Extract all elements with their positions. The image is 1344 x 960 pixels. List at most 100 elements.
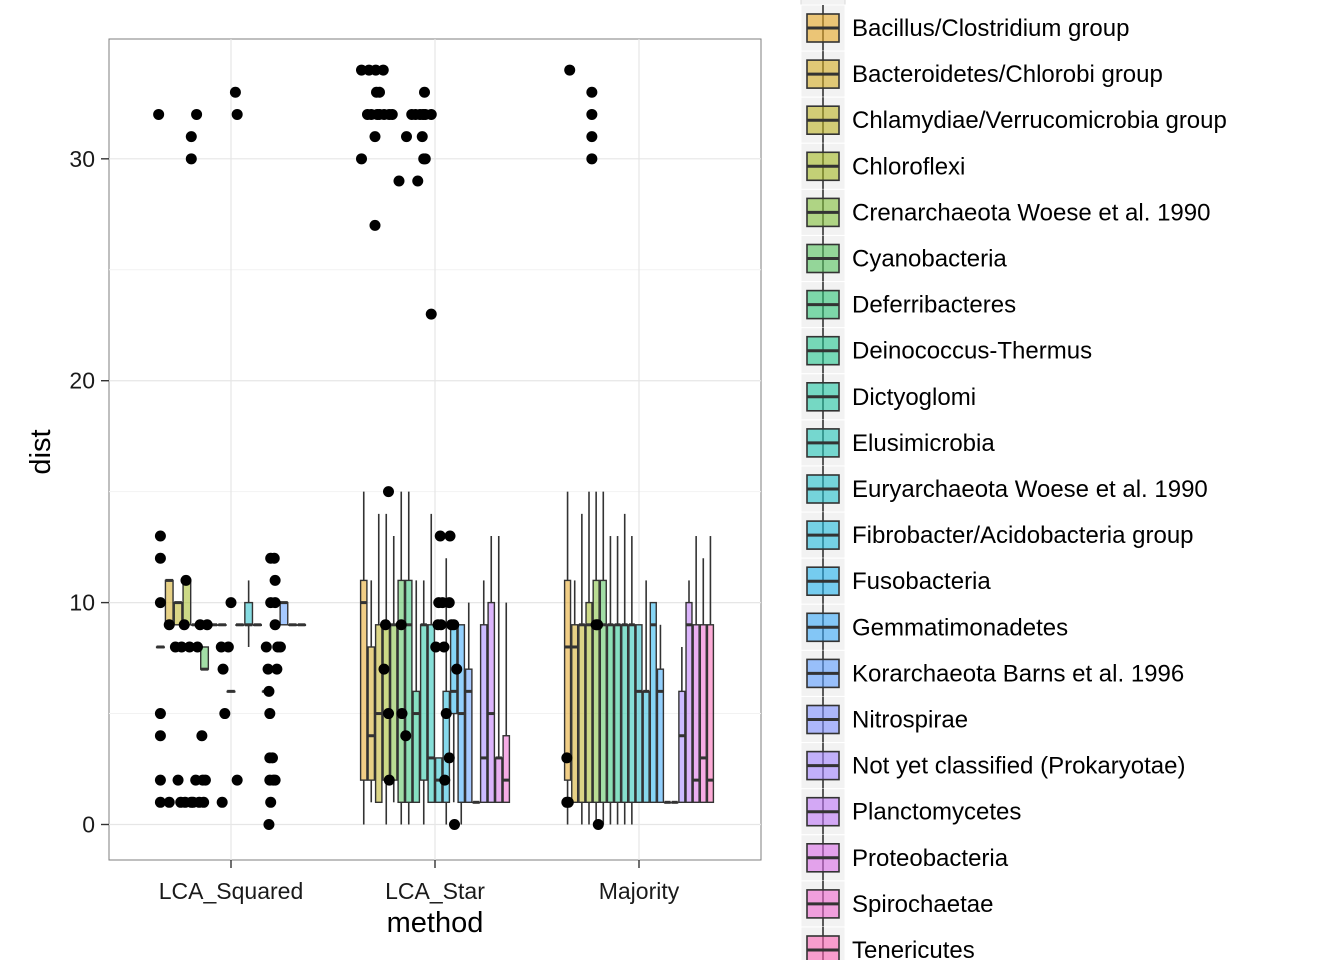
box <box>678 690 686 804</box>
data-point <box>154 708 166 720</box>
data-point <box>266 752 278 764</box>
data-point <box>154 552 166 564</box>
x-axis-title: method <box>387 907 484 939</box>
legend-label: Korarchaeota Barns et al. 1996 <box>852 660 1184 687</box>
data-point <box>356 153 367 165</box>
legend-label: Fusobacteria <box>852 568 991 595</box>
data-point <box>562 796 574 808</box>
data-point <box>438 641 450 653</box>
data-point <box>180 574 192 586</box>
data-point <box>425 308 437 320</box>
box <box>613 624 622 804</box>
data-point <box>191 108 203 120</box>
data-point <box>419 153 431 165</box>
legend-label: Crenarchaeota Woese et al. 1990 <box>852 199 1210 226</box>
data-point <box>386 108 398 120</box>
data-point <box>592 818 604 830</box>
data-point <box>154 774 166 786</box>
box <box>359 579 368 781</box>
data-point <box>383 774 395 786</box>
data-point <box>163 619 175 631</box>
legend-key <box>800 649 846 697</box>
data-point <box>219 708 231 720</box>
box <box>571 624 579 804</box>
legend-label: Gemmatimonadetes <box>852 614 1068 641</box>
data-point <box>586 108 598 120</box>
data-point <box>425 108 437 120</box>
legend-key <box>800 742 846 790</box>
box <box>649 601 657 804</box>
data-point <box>393 175 405 187</box>
legend-key <box>800 142 846 190</box>
data-point <box>154 530 166 542</box>
legend-key <box>800 281 846 329</box>
data-point <box>199 774 211 786</box>
data-point <box>451 663 463 675</box>
box <box>656 668 665 804</box>
legend-label: Proteobacteria <box>852 845 1009 872</box>
data-point <box>262 663 274 675</box>
legend-label: Nitrospirae <box>852 707 968 734</box>
data-point <box>263 685 275 697</box>
data-point <box>153 108 165 120</box>
legend-key <box>800 834 846 882</box>
box <box>382 624 391 781</box>
data-point <box>274 641 286 653</box>
y-tick-label: 0 <box>82 811 95 837</box>
data-point <box>260 641 272 653</box>
data-point <box>225 597 237 609</box>
data-point <box>191 641 203 653</box>
data-point <box>383 708 394 720</box>
legend-label: Bacillus/Clostridium group <box>852 15 1129 42</box>
data-point <box>271 663 283 675</box>
data-point <box>198 796 210 808</box>
data-point <box>176 641 188 653</box>
legend-key <box>800 603 846 651</box>
box <box>585 601 593 804</box>
legend-label: Chloroflexi <box>852 153 965 180</box>
data-point <box>217 663 229 675</box>
data-point <box>229 86 241 98</box>
data-point <box>265 796 277 808</box>
y-tick-label: 30 <box>69 146 95 172</box>
data-point <box>444 530 456 542</box>
box <box>279 601 289 626</box>
box <box>692 624 700 804</box>
data-point <box>449 818 460 830</box>
data-point <box>178 619 190 631</box>
box <box>412 690 421 804</box>
data-point <box>269 597 281 609</box>
data-point <box>163 796 175 808</box>
legend: Bacillus/Clostridium group Bacteroidetes/… <box>800 0 1227 960</box>
legend-label: Deferribacteres <box>852 292 1016 319</box>
y-tick-label: 20 <box>69 368 95 394</box>
box <box>685 601 693 804</box>
legend-key <box>800 4 846 52</box>
y-tick-label: 10 <box>69 590 95 616</box>
box <box>182 579 192 626</box>
data-point <box>412 175 424 187</box>
data-point <box>383 486 394 498</box>
data-point <box>416 131 428 143</box>
box <box>487 601 496 804</box>
box <box>244 601 254 626</box>
legend-key <box>800 96 846 144</box>
box <box>599 579 607 804</box>
legend-label: Fibrobacter/Acidobacteria group <box>852 522 1194 549</box>
data-point <box>380 619 391 631</box>
data-point <box>269 574 281 586</box>
legend-label: Euryarchaeota Woese et al. 1990 <box>852 476 1208 503</box>
legend-key <box>800 235 846 282</box>
box-group-Majority <box>563 491 715 825</box>
legend-label: Elusimicrobia <box>852 430 995 457</box>
legend-key <box>800 880 846 928</box>
box <box>367 646 376 781</box>
data-point <box>269 619 281 631</box>
box-group-LCA_Star <box>359 491 511 825</box>
box <box>479 624 488 804</box>
data-point <box>196 730 208 742</box>
box <box>642 690 650 804</box>
data-point <box>268 552 280 564</box>
data-point <box>395 619 407 631</box>
